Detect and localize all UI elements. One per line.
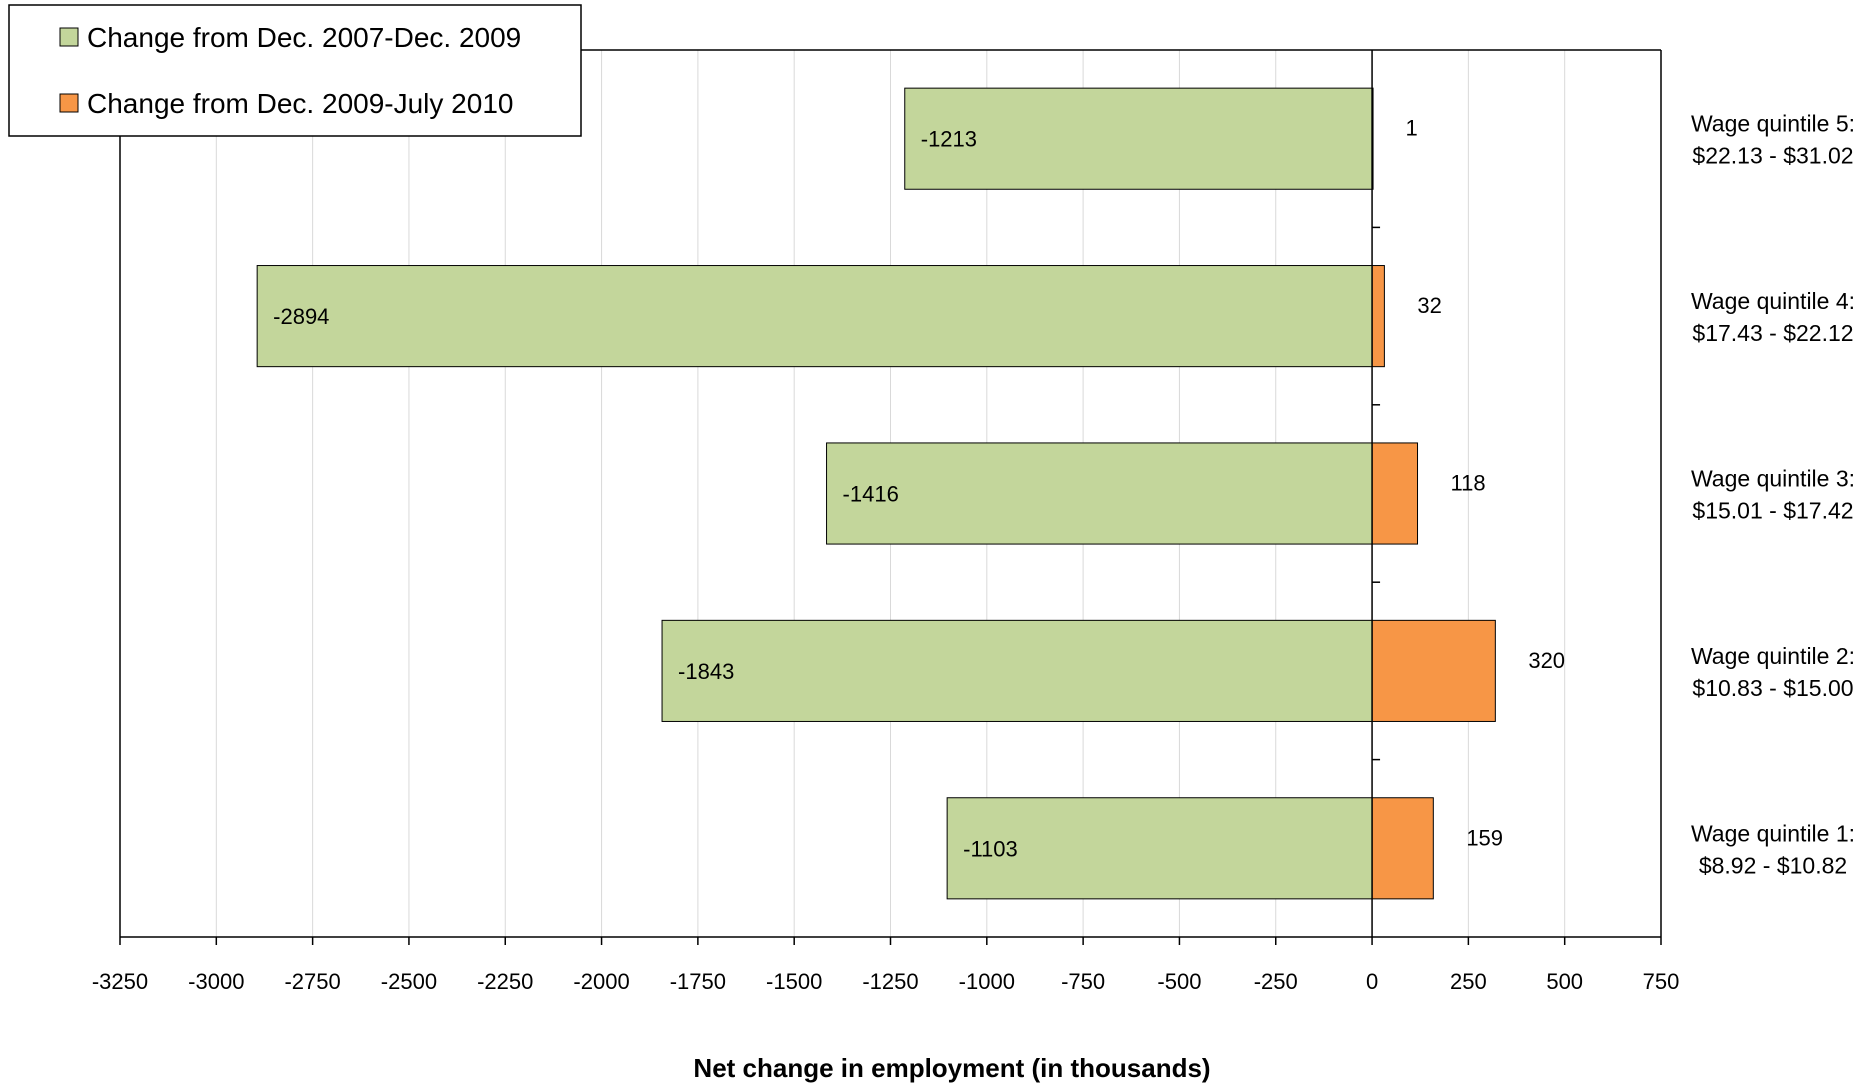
x-tick-label: -250 — [1254, 969, 1298, 994]
data-label-series-1: -1416 — [843, 482, 899, 507]
labels: -3250 -3000 -2750 -2500 -2250 -2000 -1750 -1500… — [92, 111, 1855, 994]
x-tick-label: 750 — [1643, 969, 1680, 994]
x-tick-label: -2000 — [573, 969, 629, 994]
bar-series-1 — [826, 442, 1373, 545]
bar-series-2 — [1371, 797, 1434, 900]
category-label: Wage quintile 2: $10.83 - $15.00 — [1691, 643, 1855, 701]
bars — [256, 87, 1496, 900]
legend-label-series-1: Change from Dec. 2007-Dec. 2009 — [87, 22, 521, 53]
data-label-series-1: -2894 — [273, 304, 329, 329]
data-label-series-1: -1843 — [678, 659, 734, 684]
category-label: Wage quintile 4: $17.43 - $22.12 — [1691, 288, 1855, 346]
bar-series-1 — [256, 265, 1373, 368]
x-axis-title: Net change in employment (in thousands) — [693, 1053, 1210, 1083]
legend: Change from Dec. 2007-Dec. 2009 Change f… — [8, 4, 582, 137]
x-tick-label: -1250 — [862, 969, 918, 994]
category-label: Wage quintile 5: $22.13 - $31.02 — [1691, 111, 1855, 169]
data-label-series-1: -1213 — [921, 127, 977, 152]
legend-swatch-series-2 — [59, 93, 79, 113]
x-tick-label: -750 — [1061, 969, 1105, 994]
data-label-series-2: 159 — [1466, 825, 1503, 850]
bar-series-1 — [661, 619, 1373, 722]
legend-box — [8, 4, 582, 137]
data-label-series-2: 32 — [1417, 293, 1441, 318]
bar-series-1 — [946, 797, 1373, 900]
data-label-series-1: -1103 — [963, 836, 1018, 861]
x-tick-label: -3000 — [188, 969, 244, 994]
category-label: Wage quintile 3: $15.01 - $17.42 — [1691, 466, 1855, 524]
data-label-series-2: 1 — [1405, 116, 1417, 141]
x-tick-label: -3250 — [92, 969, 148, 994]
x-tick-label: 500 — [1546, 969, 1583, 994]
data-label-series-2: 118 — [1451, 471, 1486, 496]
x-tick-label: -1750 — [670, 969, 726, 994]
legend-swatch-series-1 — [59, 27, 79, 47]
bar-series-1 — [904, 87, 1373, 190]
x-tick-label: -1000 — [959, 969, 1015, 994]
bar-series-2 — [1371, 619, 1496, 722]
x-tick-label: -2750 — [284, 969, 340, 994]
legend-label-series-2: Change from Dec. 2009-July 2010 — [87, 88, 513, 119]
x-tick-label: 0 — [1366, 969, 1378, 994]
x-tick-label: 250 — [1450, 969, 1487, 994]
bar-series-2 — [1371, 265, 1385, 368]
category-label: Wage quintile 1: $8.92 - $10.82 — [1691, 820, 1855, 878]
x-tick-label: -500 — [1157, 969, 1201, 994]
x-tick-label: -1500 — [766, 969, 822, 994]
x-tick-label: -2250 — [477, 969, 533, 994]
bar-series-2 — [1371, 442, 1419, 545]
data-label-series-2: 320 — [1528, 648, 1565, 673]
x-tick-label: -2500 — [381, 969, 437, 994]
